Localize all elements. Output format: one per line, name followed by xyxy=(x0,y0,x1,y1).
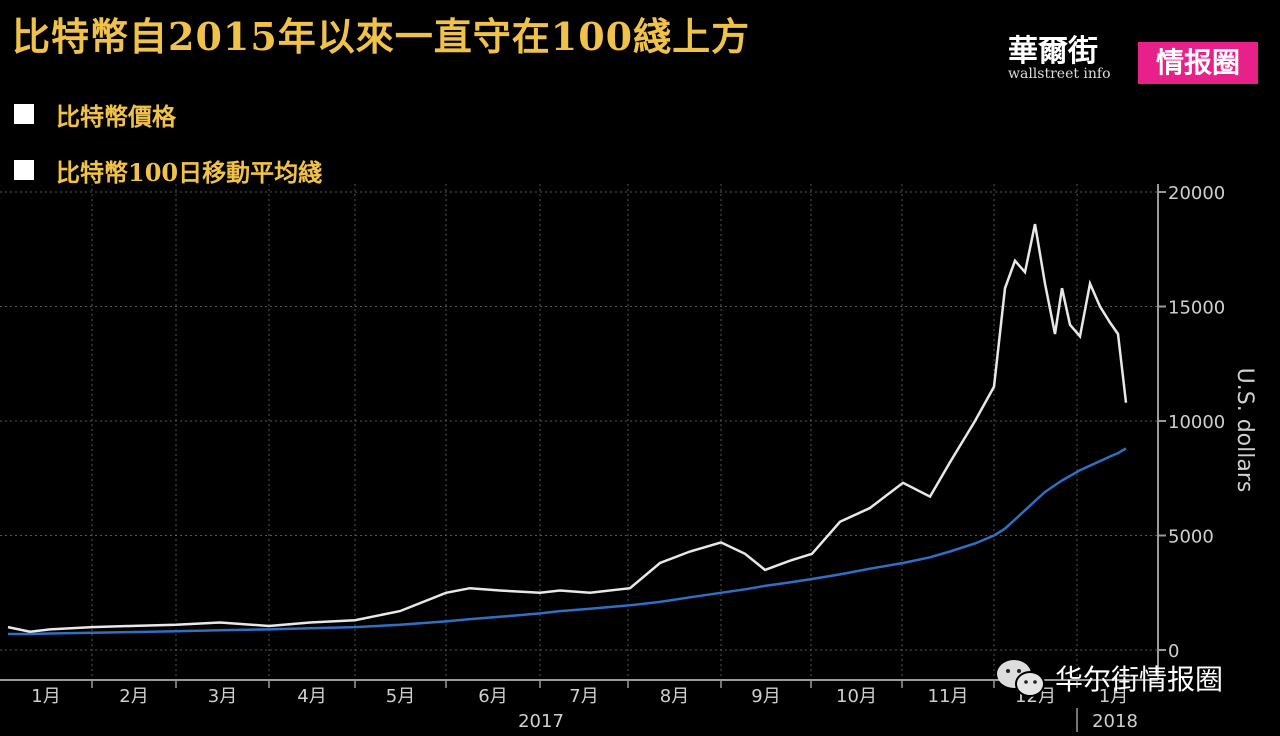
legend-label: 比特幣100日移動平均綫 xyxy=(56,157,323,187)
svg-text:0: 0 xyxy=(1168,641,1179,662)
svg-text:1月: 1月 xyxy=(31,686,60,707)
svg-text:8月: 8月 xyxy=(660,686,689,707)
grid-lines xyxy=(0,184,1158,680)
svg-text:4月: 4月 xyxy=(297,686,326,707)
axes xyxy=(0,184,1159,681)
svg-text:9月: 9月 xyxy=(751,686,780,707)
chart-title: 比特幣自2015年以來一直守在100綫上方 xyxy=(12,14,751,59)
svg-text:10月: 10月 xyxy=(836,686,877,707)
brand-logo: 華爾街 情报圈 wallstreet info xyxy=(1008,18,1258,88)
svg-text:2月: 2月 xyxy=(119,686,148,707)
svg-text:1月: 1月 xyxy=(1099,686,1128,707)
legend-item-ma: 比特幣100日移動平均綫 xyxy=(14,142,322,198)
price-line xyxy=(7,223,1128,633)
watermark-text: 华尔街情报圈 xyxy=(1055,663,1224,696)
svg-text:2018: 2018 xyxy=(1092,711,1138,732)
y-axis-label: U.S. dollars xyxy=(1232,368,1257,493)
svg-text:15000: 15000 xyxy=(1168,298,1225,319)
svg-text:11月: 11月 xyxy=(928,686,969,707)
moving-average-line xyxy=(8,447,1127,636)
svg-text:3月: 3月 xyxy=(208,686,237,707)
watermark: 华尔街情报圈 xyxy=(995,658,1223,698)
y-axis-ticks: 0 5000 10000 15000 20000 xyxy=(1158,183,1225,662)
legend-label: 比特幣價格 xyxy=(56,101,176,131)
svg-text:20000: 20000 xyxy=(1168,183,1225,204)
svg-text:7月: 7月 xyxy=(569,686,598,707)
logo-name-en: wallstreet info xyxy=(1008,66,1111,82)
legend-swatch-icon xyxy=(14,160,34,180)
svg-text:5000: 5000 xyxy=(1168,527,1214,548)
logo-name-cn: 華爾街 xyxy=(1008,34,1098,69)
chart-legend: 比特幣價格 比特幣100日移動平均綫 xyxy=(14,86,322,198)
svg-text:6月: 6月 xyxy=(478,686,507,707)
svg-text:5月: 5月 xyxy=(386,686,415,707)
legend-swatch-icon xyxy=(14,104,34,124)
svg-text:2017: 2017 xyxy=(518,711,564,732)
svg-text:10000: 10000 xyxy=(1168,412,1225,433)
logo-badge: 情报圈 xyxy=(1138,42,1258,84)
legend-item-price: 比特幣價格 xyxy=(14,86,322,142)
wechat-icon xyxy=(997,660,1045,697)
